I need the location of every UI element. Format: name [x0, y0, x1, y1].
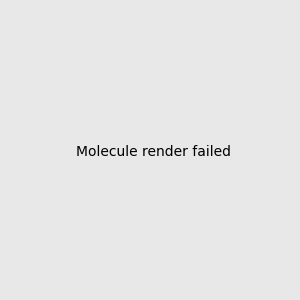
- Text: Molecule render failed: Molecule render failed: [76, 145, 231, 158]
